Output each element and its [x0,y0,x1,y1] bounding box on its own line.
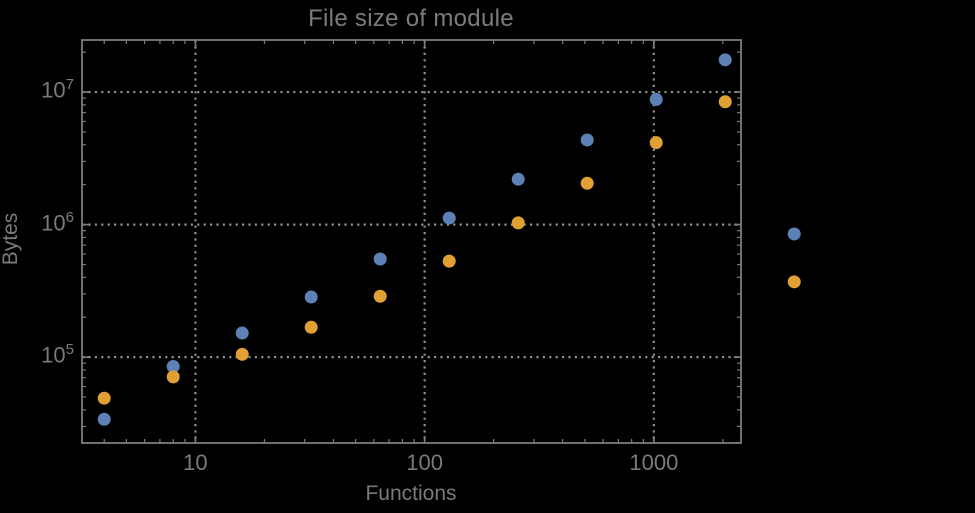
data-point-orange-x4096 [787,275,801,289]
data-point-blue-x2048 [718,53,732,67]
data-point-blue-x256 [511,172,525,186]
data-point-orange-x2048 [718,95,732,109]
x-tick-label-100: 100 [406,450,443,475]
data-point-blue-x16 [235,326,249,340]
data-point-blue-x4 [97,412,111,426]
y-tick-label-10e5: 105 [41,341,74,368]
data-point-orange-x512 [580,176,594,190]
x-tick-label-10: 10 [183,450,208,475]
y-tick-label-10e7: 107 [41,76,74,103]
x-tick-label-1000: 1000 [629,450,679,475]
data-point-orange-x4 [97,391,111,405]
chart-title: File size of module [308,5,514,32]
data-point-orange-x64 [373,289,387,303]
data-point-orange-x256 [511,216,525,230]
data-point-orange-x16 [235,347,249,361]
data-point-orange-x1024 [649,136,663,150]
data-point-blue-x64 [373,252,387,266]
data-point-orange-x128 [442,254,456,268]
data-point-blue-x32 [304,290,318,304]
data-point-blue-x512 [580,133,594,147]
plot-frame [81,39,742,444]
data-point-blue-x1024 [649,92,663,106]
data-point-orange-x8 [166,370,180,384]
y-axis-label: Bytes [0,212,22,266]
data-point-orange-x32 [304,320,318,334]
y-tick-label-10e6: 106 [41,208,74,235]
data-point-blue-x128 [442,211,456,225]
x-axis-label: Functions [365,482,457,505]
data-point-blue-x8 [166,359,180,373]
data-point-blue-x4096 [787,227,801,241]
